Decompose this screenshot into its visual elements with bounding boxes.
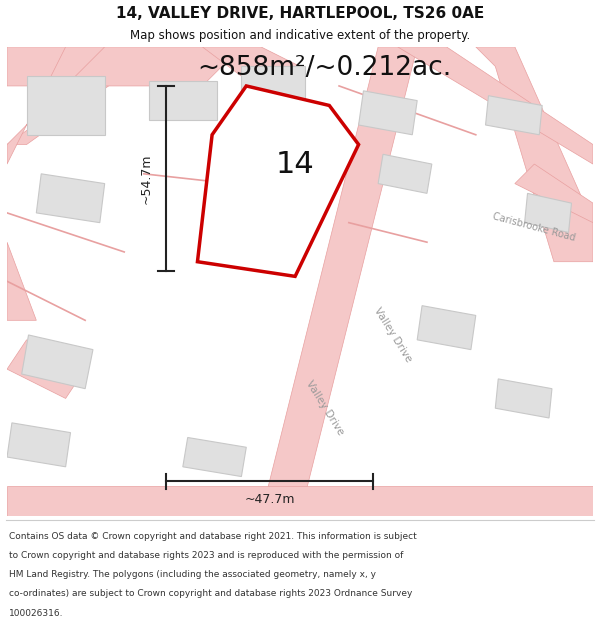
Polygon shape (202, 47, 300, 76)
Polygon shape (398, 47, 593, 164)
Polygon shape (7, 423, 71, 467)
Polygon shape (149, 81, 217, 120)
Text: HM Land Registry. The polygons (including the associated geometry, namely x, y: HM Land Registry. The polygons (includin… (9, 570, 376, 579)
Text: Map shows position and indicative extent of the property.: Map shows position and indicative extent… (130, 29, 470, 42)
Text: to Crown copyright and database rights 2023 and is reproduced with the permissio: to Crown copyright and database rights 2… (9, 551, 403, 560)
Polygon shape (485, 96, 542, 135)
Polygon shape (241, 66, 305, 106)
Polygon shape (496, 379, 552, 418)
Polygon shape (7, 486, 593, 516)
Polygon shape (183, 438, 246, 476)
Polygon shape (7, 242, 37, 320)
Polygon shape (7, 47, 104, 164)
Polygon shape (524, 193, 571, 232)
Text: ~54.7m: ~54.7m (140, 154, 152, 204)
Text: Carisbrooke Road: Carisbrooke Road (492, 212, 577, 243)
Polygon shape (261, 47, 417, 516)
Polygon shape (417, 306, 476, 349)
Polygon shape (378, 154, 432, 193)
Polygon shape (7, 47, 241, 86)
Text: 100026316.: 100026316. (9, 609, 64, 618)
Text: 14: 14 (276, 149, 314, 179)
Text: Valley Drive: Valley Drive (372, 306, 413, 364)
Polygon shape (22, 335, 93, 389)
Text: ~47.7m: ~47.7m (244, 493, 295, 506)
Polygon shape (26, 76, 104, 135)
Polygon shape (476, 47, 593, 262)
Text: Valley Drive: Valley Drive (304, 379, 345, 438)
Text: Contains OS data © Crown copyright and database right 2021. This information is : Contains OS data © Crown copyright and d… (9, 532, 417, 541)
Text: 14, VALLEY DRIVE, HARTLEPOOL, TS26 0AE: 14, VALLEY DRIVE, HARTLEPOOL, TS26 0AE (116, 6, 484, 21)
Text: co-ordinates) are subject to Crown copyright and database rights 2023 Ordnance S: co-ordinates) are subject to Crown copyr… (9, 589, 412, 599)
Text: ~858m²/~0.212ac.: ~858m²/~0.212ac. (197, 55, 452, 81)
Polygon shape (7, 340, 85, 399)
Polygon shape (7, 47, 163, 144)
Polygon shape (197, 86, 359, 276)
Polygon shape (515, 164, 593, 222)
Polygon shape (359, 91, 417, 135)
Polygon shape (37, 174, 104, 222)
